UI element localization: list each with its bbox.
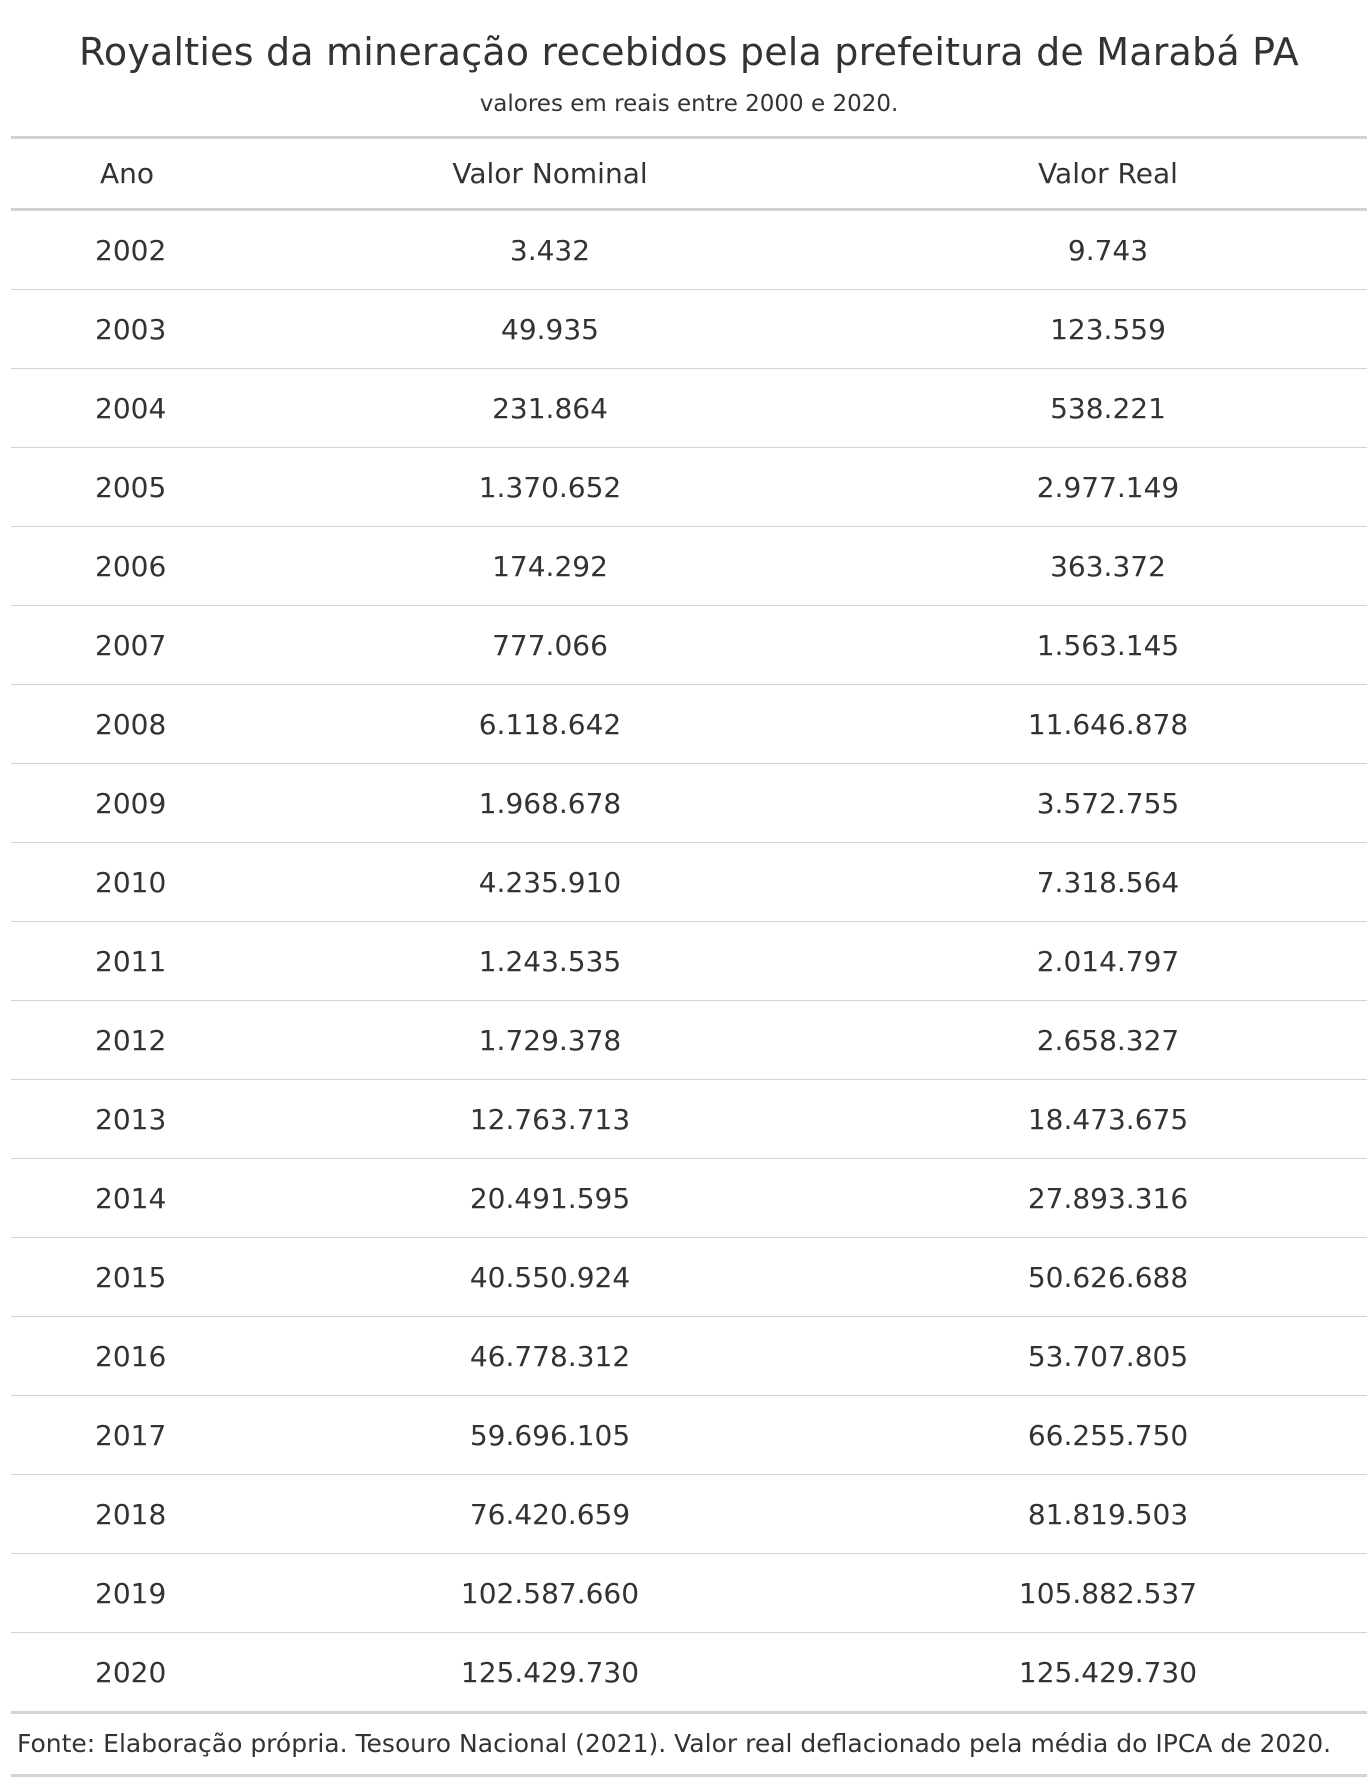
cell-valor-nominal: 4.235.910 [251, 842, 849, 922]
cell-ano: 2007 [11, 605, 251, 685]
source-note: Fonte: Elaboração própria. Tesouro Nacio… [17, 1729, 1332, 1758]
column-header-valor-nominal: Valor Nominal [251, 139, 849, 211]
cell-valor-real: 2.658.327 [849, 1000, 1367, 1080]
cell-valor-real: 538.221 [849, 368, 1367, 448]
table-row: 2005 1.370.652 2.977.149 [11, 447, 1367, 527]
table-row: 2008 6.118.642 11.646.878 [11, 684, 1367, 764]
cell-valor-nominal: 40.550.924 [251, 1237, 849, 1317]
cell-valor-real: 7.318.564 [849, 842, 1367, 922]
cell-valor-real: 1.563.145 [849, 605, 1367, 685]
table-body: 2002 3.432 9.743 2003 49.935 123.559 2004 231.8… [11, 210, 1367, 1711]
table-row: 2007 777.066 1.563.145 [11, 605, 1367, 685]
cell-valor-nominal: 231.864 [251, 368, 849, 448]
table-row: 2017 59.696.105 66.255.750 [11, 1395, 1367, 1475]
table-row: 2015 40.550.924 50.626.688 [11, 1237, 1367, 1317]
cell-ano: 2003 [11, 289, 251, 369]
table-title: Royalties da mineração recebidos pela pr… [78, 30, 1300, 74]
table-row: 2010 4.235.910 7.318.564 [11, 842, 1367, 922]
cell-valor-nominal: 125.429.730 [251, 1632, 849, 1711]
cell-ano: 2015 [11, 1237, 251, 1317]
cell-ano: 2019 [11, 1553, 251, 1633]
table-row: 2018 76.420.659 81.819.503 [11, 1474, 1367, 1554]
cell-valor-real: 3.572.755 [849, 763, 1367, 843]
cell-valor-nominal: 174.292 [251, 526, 849, 606]
cell-valor-nominal: 102.587.660 [251, 1553, 849, 1633]
table-row: 2004 231.864 538.221 [11, 368, 1367, 448]
table-row: 2002 3.432 9.743 [11, 210, 1367, 290]
table-row: 2012 1.729.378 2.658.327 [11, 1000, 1367, 1080]
cell-ano: 2013 [11, 1079, 251, 1159]
table-row: 2020 125.429.730 125.429.730 [11, 1632, 1367, 1711]
table-row: 2014 20.491.595 27.893.316 [11, 1158, 1367, 1238]
top-rule [11, 136, 1367, 139]
table-row: 2011 1.243.535 2.014.797 [11, 921, 1367, 1001]
cell-valor-real: 81.819.503 [849, 1474, 1367, 1554]
royalties-table: Ano Valor Nominal Valor Real 2002 3.432 9.… [11, 139, 1367, 1711]
cell-valor-real: 53.707.805 [849, 1316, 1367, 1396]
cell-valor-nominal: 1.729.378 [251, 1000, 849, 1080]
column-header-ano: Ano [11, 139, 251, 211]
table-row: 2019 102.587.660 105.882.537 [11, 1553, 1367, 1633]
cell-valor-nominal: 777.066 [251, 605, 849, 685]
cell-valor-nominal: 46.778.312 [251, 1316, 849, 1396]
table-row: 2006 174.292 363.372 [11, 526, 1367, 606]
cell-valor-real: 105.882.537 [849, 1553, 1367, 1633]
cell-valor-nominal: 1.968.678 [251, 763, 849, 843]
table-header: Ano Valor Nominal Valor Real [11, 139, 1367, 211]
table-row: 2003 49.935 123.559 [11, 289, 1367, 369]
cell-valor-nominal: 76.420.659 [251, 1474, 849, 1554]
table-subtitle: valores em reais entre 2000 e 2020. [479, 91, 899, 117]
header-row: Ano Valor Nominal Valor Real [11, 139, 1367, 211]
cell-valor-nominal: 6.118.642 [251, 684, 849, 764]
cell-ano: 2011 [11, 921, 251, 1001]
cell-ano: 2004 [11, 368, 251, 448]
cell-valor-real: 27.893.316 [849, 1158, 1367, 1238]
table-row: 2009 1.968.678 3.572.755 [11, 763, 1367, 843]
cell-ano: 2009 [11, 763, 251, 843]
cell-valor-real: 363.372 [849, 526, 1367, 606]
cell-ano: 2014 [11, 1158, 251, 1238]
cell-ano: 2016 [11, 1316, 251, 1396]
end-rule [11, 1774, 1367, 1777]
cell-valor-real: 66.255.750 [849, 1395, 1367, 1475]
table-row: 2016 46.778.312 53.707.805 [11, 1316, 1367, 1396]
cell-ano: 2018 [11, 1474, 251, 1554]
column-header-valor-real: Valor Real [849, 139, 1367, 211]
cell-valor-real: 2.014.797 [849, 921, 1367, 1001]
cell-ano: 2008 [11, 684, 251, 764]
table-row: 2013 12.763.713 18.473.675 [11, 1079, 1367, 1159]
bottom-rule [11, 1711, 1367, 1714]
cell-valor-nominal: 59.696.105 [251, 1395, 849, 1475]
cell-ano: 2012 [11, 1000, 251, 1080]
cell-valor-real: 125.429.730 [849, 1632, 1367, 1711]
cell-ano: 2006 [11, 526, 251, 606]
cell-valor-nominal: 12.763.713 [251, 1079, 849, 1159]
cell-valor-real: 2.977.149 [849, 447, 1367, 527]
cell-valor-nominal: 1.370.652 [251, 447, 849, 527]
cell-valor-nominal: 20.491.595 [251, 1158, 849, 1238]
cell-valor-real: 11.646.878 [849, 684, 1367, 764]
cell-valor-nominal: 1.243.535 [251, 921, 849, 1001]
cell-ano: 2010 [11, 842, 251, 922]
cell-valor-real: 50.626.688 [849, 1237, 1367, 1317]
cell-ano: 2017 [11, 1395, 251, 1475]
cell-ano: 2002 [95, 233, 167, 267]
cell-valor-real: 18.473.675 [849, 1079, 1367, 1159]
cell-valor-nominal: 49.935 [251, 289, 849, 369]
cell-valor-nominal: 3.432 [509, 233, 591, 267]
cell-valor-real: 9.743 [1067, 233, 1149, 267]
cell-ano: 2020 [11, 1632, 251, 1711]
table-container: Royalties da mineração recebidos pela pr… [11, 0, 1367, 1777]
cell-valor-real: 123.559 [849, 289, 1367, 369]
cell-ano: 2005 [11, 447, 251, 527]
